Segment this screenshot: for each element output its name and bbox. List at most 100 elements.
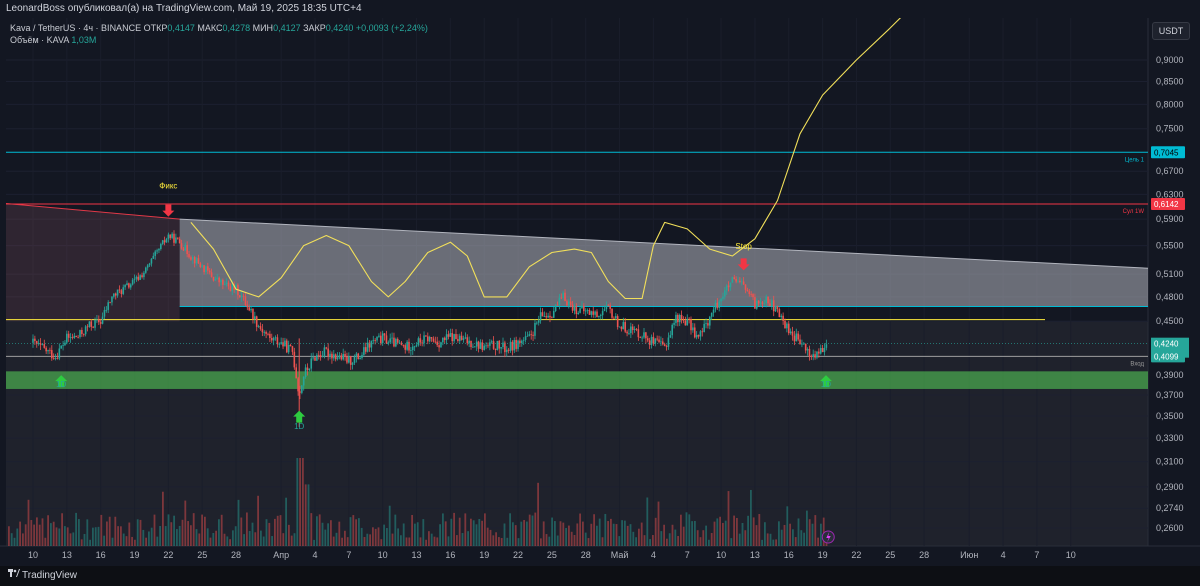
candle-body (156, 250, 158, 252)
candle-body (680, 314, 683, 320)
candle-body (697, 334, 700, 337)
volume-bar (58, 528, 61, 546)
candle-body (201, 265, 203, 267)
volume-bar (296, 458, 299, 546)
price-tick-label: 0,6700 (1156, 166, 1184, 176)
candle-body (498, 340, 501, 349)
volume-bar (674, 529, 677, 546)
candle-body (167, 234, 170, 239)
candle-body (137, 276, 140, 280)
volume-bar (436, 537, 439, 546)
volume-bar (80, 539, 83, 546)
volume-bar (808, 519, 811, 546)
time-tick-label: Май (611, 550, 629, 560)
entry-badge-label: 0,4099 (1154, 352, 1179, 361)
candle-body (607, 305, 610, 307)
candle-body (344, 353, 346, 357)
volume-bar (540, 538, 542, 546)
volume-bar (72, 532, 75, 546)
candle-body (662, 341, 664, 345)
volume-bar (775, 539, 777, 546)
candle-body (500, 347, 502, 349)
candle-body (88, 321, 91, 328)
tradingview-logo-icon[interactable] (8, 566, 20, 586)
time-tick-label: 19 (479, 550, 489, 560)
candle-body (105, 309, 108, 311)
volume-bar (761, 539, 763, 546)
candle-body (652, 336, 655, 344)
candle-body (584, 310, 587, 312)
candle-body (301, 385, 303, 393)
candle-body (304, 367, 307, 378)
candle-body (460, 335, 463, 340)
volume-bar (576, 523, 579, 546)
volume-bar (150, 527, 153, 546)
candle-body (609, 305, 611, 309)
volume-bar (400, 535, 402, 546)
candle-body (381, 333, 384, 344)
candle-body (667, 337, 670, 347)
candle-body (639, 337, 642, 339)
currency-button[interactable]: USDT (1152, 22, 1190, 40)
candle-body (669, 335, 672, 338)
candle-body (248, 307, 250, 311)
volume-bar (822, 517, 825, 546)
volume-bar (736, 517, 738, 546)
symbol-title[interactable]: Kava / TetherUS · 4ч · BINANCE (10, 23, 142, 33)
candle-body (793, 335, 796, 342)
candle-body (45, 347, 47, 352)
1d-label-left: 1D (56, 380, 66, 389)
footer-brand[interactable]: TradingView (22, 570, 78, 581)
candle-body (359, 357, 361, 360)
volume-bar (453, 512, 455, 546)
candle-body (372, 340, 375, 341)
price-chart[interactable]: Цель 1 Сул 1W Вход Фикс Stop 1D 1D 1D 0,9000 0,85… (0, 18, 1200, 566)
candle-body (79, 330, 81, 338)
volume-bar (643, 535, 646, 546)
volume-bar (232, 530, 234, 546)
volume-bar (416, 522, 419, 546)
candle-body (660, 341, 662, 343)
volume-bar (388, 505, 391, 546)
candle-body (176, 237, 179, 239)
volume-bar (55, 527, 58, 546)
volume-bar (142, 529, 145, 546)
candle-body (575, 305, 578, 315)
volume-label[interactable]: Объём · KAVA (10, 35, 69, 45)
candle-body (58, 348, 61, 359)
time-tick-label: 25 (197, 550, 207, 560)
time-tick-label: Июн (960, 550, 978, 560)
time-tick-label: 16 (784, 550, 794, 560)
candle-body (148, 263, 151, 266)
change-value: +0,0093 (+2,24%) (355, 23, 428, 33)
volume-bar (439, 524, 441, 546)
candle-body (404, 345, 407, 350)
candle-body (530, 334, 532, 336)
volume-bar (338, 521, 341, 546)
candle-body (455, 334, 457, 339)
price-tick-label: 0,3700 (1156, 390, 1184, 400)
volume-bar (610, 518, 612, 546)
candle-body (601, 311, 604, 316)
time-tick-label: 10 (716, 550, 726, 560)
volume-bar (324, 529, 327, 546)
candle-body (710, 312, 713, 317)
candle-body (391, 337, 393, 339)
candle-body (754, 297, 756, 309)
candle-body (757, 300, 760, 304)
price-tick-label: 0,8500 (1156, 77, 1184, 87)
candle-body (787, 323, 790, 334)
candle-body (257, 326, 260, 327)
volume-bar (204, 516, 206, 546)
volume-bar (310, 513, 313, 546)
volume-bar (366, 533, 369, 546)
volume-bar (162, 491, 164, 546)
candle-body (165, 238, 168, 243)
candle-body (413, 346, 416, 348)
price-tick-label: 0,5100 (1156, 269, 1184, 279)
volume-bar (100, 514, 103, 546)
volume-bar (419, 537, 422, 546)
candle-body (293, 351, 296, 368)
candle-body (631, 326, 634, 330)
candle-body (218, 277, 220, 283)
